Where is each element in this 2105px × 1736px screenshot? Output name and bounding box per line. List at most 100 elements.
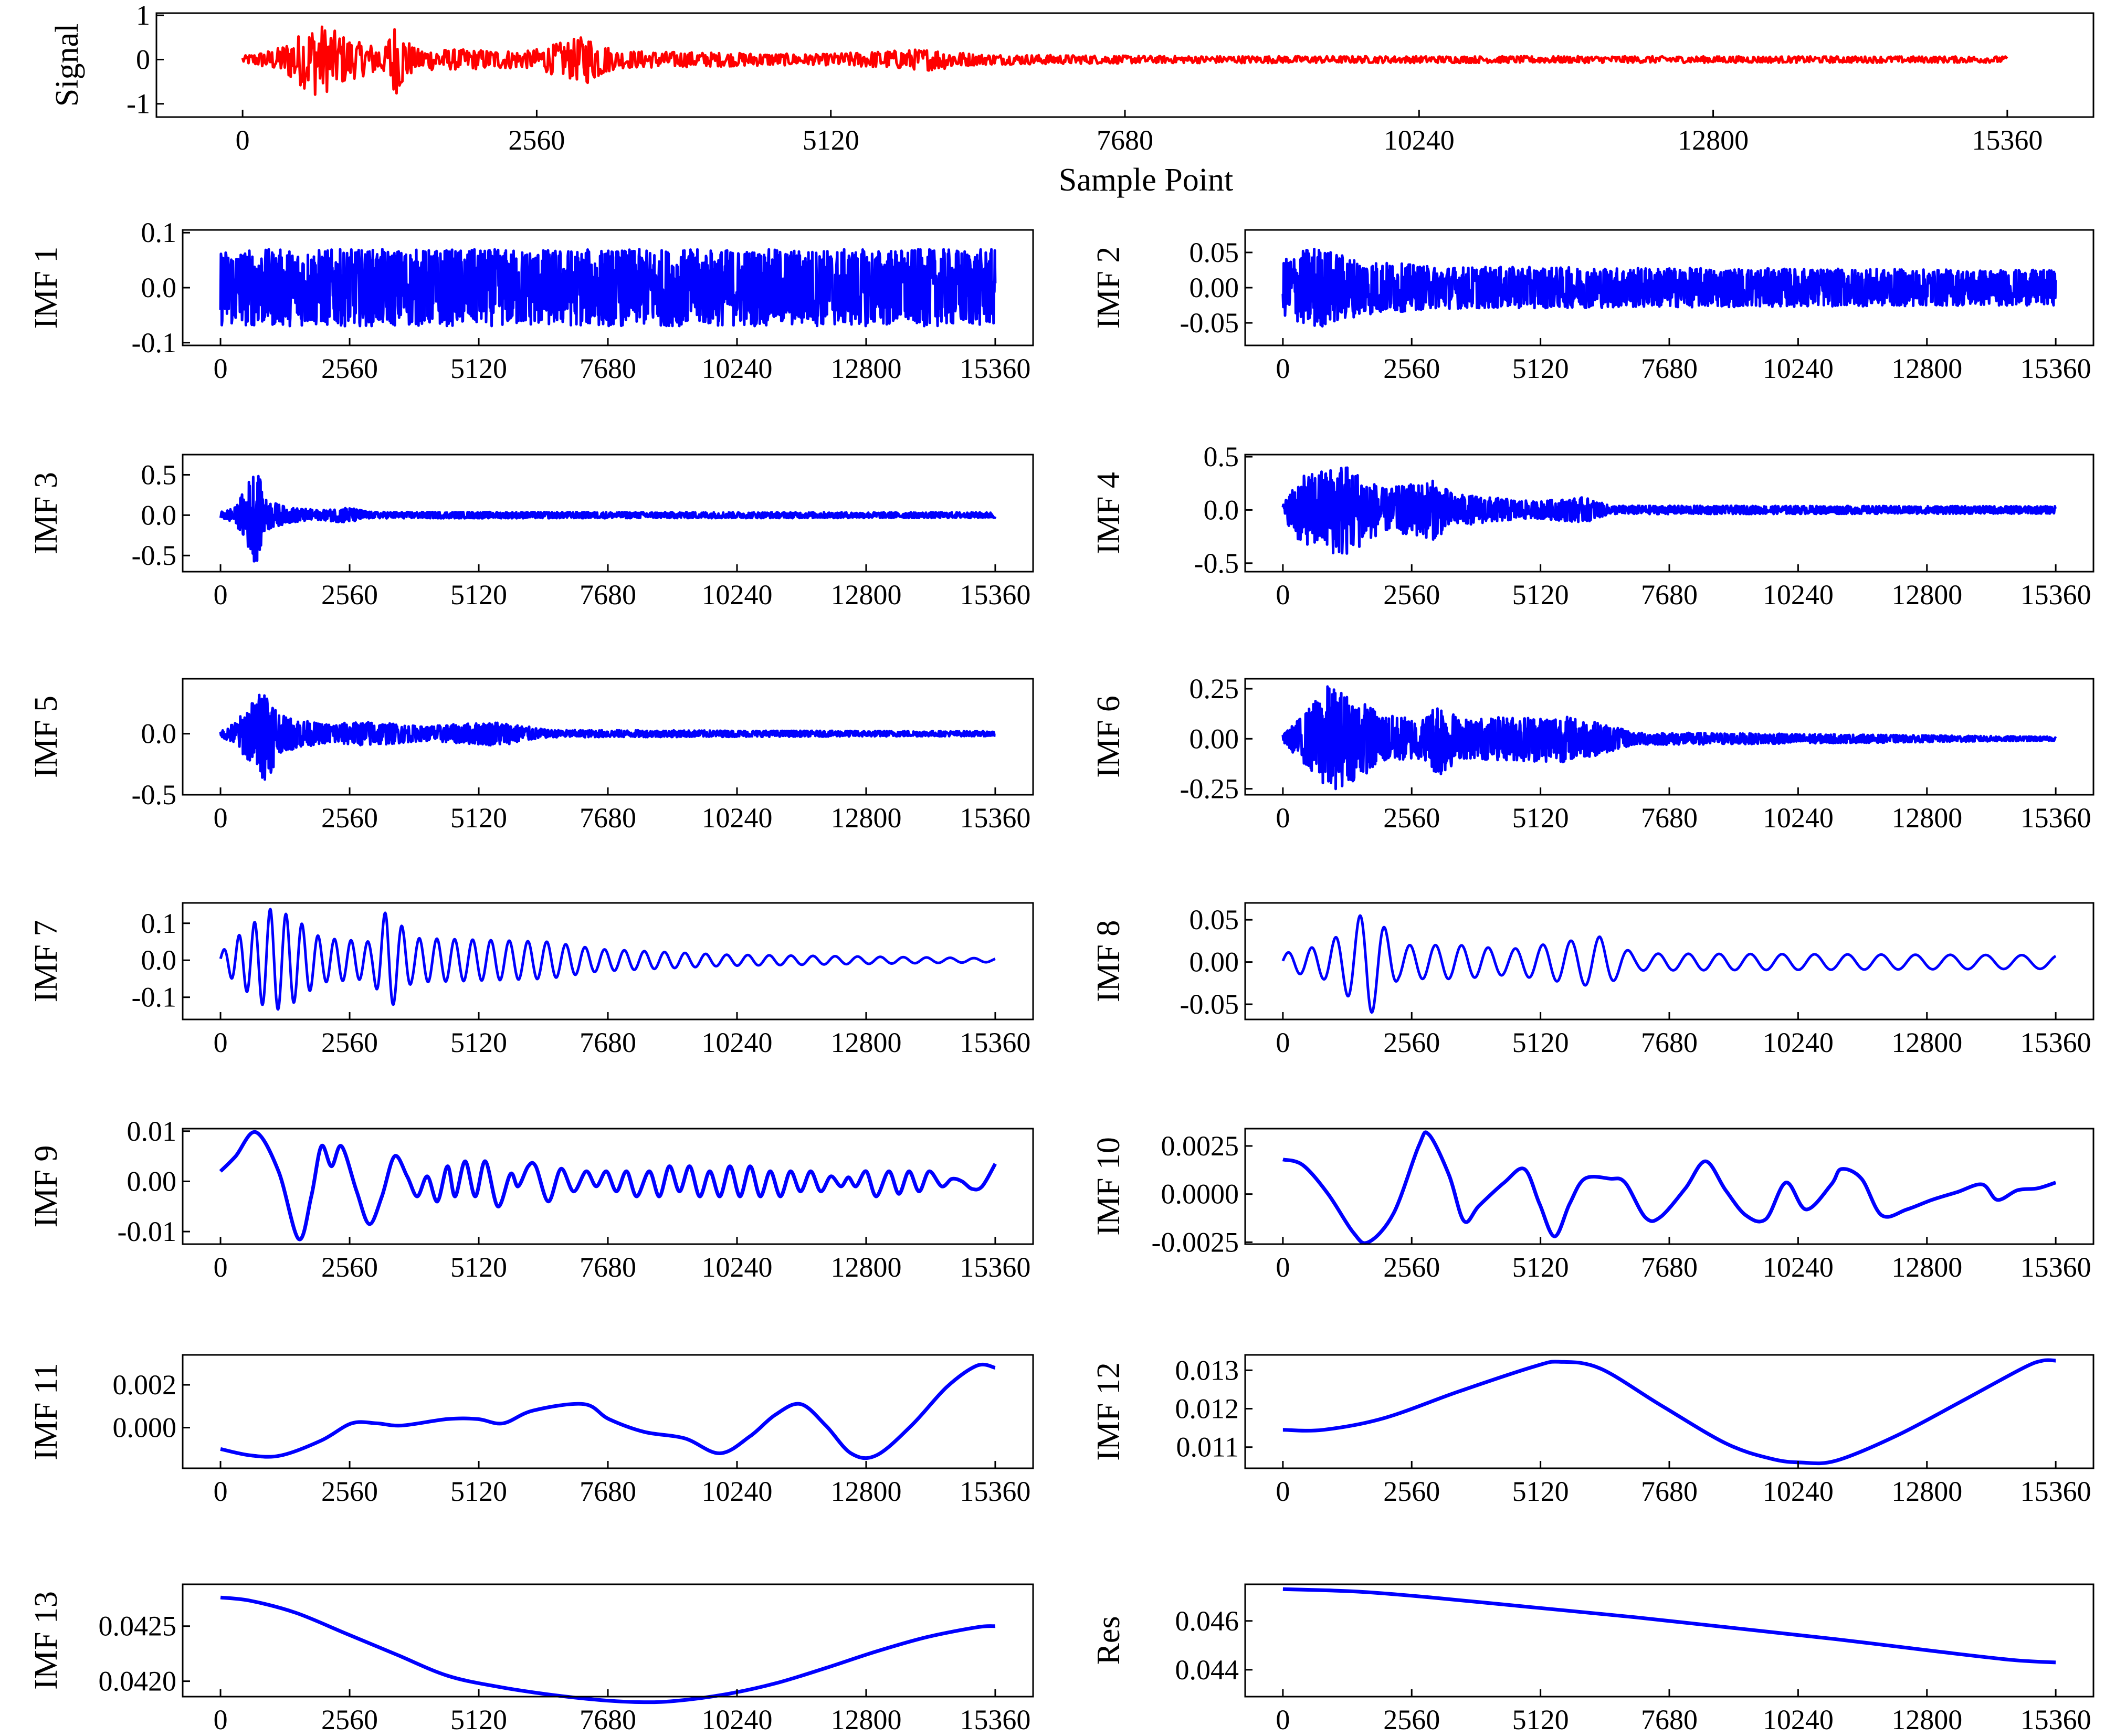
- imf4-xtick-label: 5120: [1512, 579, 1569, 611]
- imf13-xtick-label: 0: [214, 1704, 228, 1735]
- imf12-xtick-label: 0: [1276, 1476, 1290, 1507]
- imf11-ylabel: IMF 11: [28, 1363, 64, 1460]
- panel-imf3: 0 2560 5120 7680 10240 12800 15360 0.5 0.0 -0.5 IM…: [28, 454, 1034, 611]
- imf2-series-line: [1281, 247, 2057, 328]
- imf6-xtick-label: 7680: [1641, 802, 1698, 834]
- imf11-series-line: [220, 1362, 996, 1460]
- imf8-xtick-label: 10240: [1763, 1027, 1834, 1058]
- imf3-xtick-label: 5120: [450, 579, 507, 611]
- signal-xtick-label: 0: [236, 124, 250, 156]
- imf5-ytick-label: -0.5: [132, 779, 176, 811]
- imf10-xtick-label: 10240: [1763, 1251, 1834, 1283]
- signal-ytick-label: 0: [136, 44, 150, 75]
- imf9-xtick-label: 15360: [960, 1251, 1030, 1283]
- imf4-ytick-label: 0.0: [1204, 494, 1239, 525]
- panel-imf4: 0 2560 5120 7680 10240 12800 15360 0.5 0.0 -0.5 IM…: [1091, 441, 2095, 611]
- imf12-ylabel: IMF 12: [1091, 1362, 1127, 1461]
- imf13-xtick-label: 5120: [450, 1704, 507, 1735]
- imf11-xtick-label: 2560: [321, 1476, 378, 1507]
- imf12-xtick-label: 15360: [2020, 1476, 2091, 1507]
- signal-xtick-label: 5120: [803, 124, 859, 156]
- imf8-xtick-label: 2560: [1383, 1027, 1440, 1058]
- imf13-series-line: [220, 1595, 996, 1705]
- res-ytick-label: 0.046: [1175, 1605, 1239, 1637]
- imf7-xtick-label: 15360: [960, 1027, 1030, 1058]
- imf9-ytick-label: 0.01: [127, 1116, 177, 1147]
- imf10-ytick-label: 0.0025: [1161, 1130, 1239, 1162]
- imf5-xtick-label: 5120: [450, 802, 507, 834]
- imf13-xtick-label: 7680: [580, 1704, 636, 1735]
- imf5-xtick-label: 2560: [321, 802, 378, 834]
- res-ytick-label: 0.044: [1175, 1654, 1239, 1686]
- imf2-ylabel: IMF 2: [1091, 247, 1127, 329]
- imf6-xtick-label: 15360: [2020, 802, 2091, 834]
- imf4-xtick-label: 0: [1276, 579, 1290, 611]
- imf2-xtick-label: 5120: [1512, 353, 1569, 384]
- imf5-xtick-label: 12800: [830, 802, 901, 834]
- imf6-ytick-label: 0.25: [1190, 673, 1239, 704]
- imf7-series-line: [219, 908, 996, 1011]
- imf4-series-line: [1281, 466, 2057, 555]
- signal-xtick-label: 2560: [508, 124, 565, 156]
- imf10-ytick-label: 0.0000: [1161, 1179, 1239, 1210]
- imf7-ylabel: IMF 7: [28, 920, 64, 1003]
- imf2-xtick-label: 10240: [1763, 353, 1834, 384]
- imf12-xtick-label: 2560: [1383, 1476, 1440, 1507]
- imf6-series-line: [1281, 685, 2057, 791]
- res-xtick-label: 2560: [1383, 1704, 1440, 1735]
- imf8-ylabel: IMF 8: [1091, 920, 1127, 1003]
- signal-ytick-label: 1: [136, 0, 150, 31]
- imf6-xtick-label: 10240: [1763, 802, 1834, 834]
- imf1-ytick-label: 0.1: [141, 217, 177, 248]
- imf9-xtick-label: 10240: [701, 1251, 772, 1283]
- imf3-xtick-label: 12800: [830, 579, 901, 611]
- imf4-ytick-label: 0.5: [1204, 441, 1239, 472]
- imf1-ytick-label: 0.0: [141, 272, 177, 303]
- imf1-xtick-label: 7680: [580, 353, 636, 384]
- res-xtick-label: 5120: [1512, 1704, 1569, 1735]
- signal-xtick-label: 12800: [1678, 124, 1749, 156]
- imf13-xtick-label: 12800: [830, 1704, 901, 1735]
- imf9-xtick-label: 2560: [321, 1251, 378, 1283]
- imf9-ylabel: IMF 9: [28, 1145, 64, 1228]
- imf6-xtick-label: 0: [1276, 802, 1290, 834]
- signal-ytick-label: -1: [127, 88, 150, 120]
- imf11-xtick-label: 12800: [830, 1476, 901, 1507]
- imf2-ytick-label: 0.05: [1190, 237, 1239, 268]
- imf4-xtick-label: 7680: [1641, 579, 1698, 611]
- signal-xtick-label: 7680: [1097, 124, 1153, 156]
- imf1-ylabel: IMF 1: [28, 247, 64, 329]
- imf5-xtick-label: 0: [214, 802, 228, 834]
- imf13-ylabel: IMF 13: [28, 1591, 64, 1690]
- imf7-xtick-label: 2560: [321, 1027, 378, 1058]
- panel-imf11: 0 2560 5120 7680 10240 12800 15360 0.002 0.000 IM…: [28, 1354, 1034, 1507]
- imf12-ytick-label: 0.012: [1175, 1393, 1239, 1425]
- imf2-xtick-label: 2560: [1383, 353, 1440, 384]
- panel-signal: 0 2560 5120 7680 10240 12800 15360 1 0 -1 Signal Sa…: [49, 0, 2095, 198]
- imf9-ytick-label: 0.00: [127, 1165, 177, 1197]
- imf3-xtick-label: 10240: [701, 579, 772, 611]
- imf5-ytick-label: 0.0: [141, 718, 177, 750]
- imf4-ylabel: IMF 4: [1091, 472, 1127, 554]
- imf1-xtick-label: 12800: [830, 353, 901, 384]
- imf12-xtick-label: 10240: [1763, 1476, 1834, 1507]
- imf4-xtick-label: 10240: [1763, 579, 1834, 611]
- res-xtick-label: 15360: [2020, 1704, 2091, 1735]
- imf12-xtick-label: 5120: [1512, 1476, 1569, 1507]
- imf10-xtick-label: 2560: [1383, 1251, 1440, 1283]
- imf2-xtick-label: 0: [1276, 353, 1290, 384]
- imf11-ytick-label: 0.000: [113, 1412, 177, 1444]
- signal-xtick-label: 15360: [1972, 124, 2043, 156]
- imf12-ytick-label: 0.013: [1175, 1354, 1239, 1386]
- imf2-xtick-label: 7680: [1641, 353, 1698, 384]
- panel-imf13: 0 2560 5120 7680 10240 12800 15360 0.0425 0.0420…: [28, 1583, 1034, 1735]
- imf3-xtick-label: 0: [214, 579, 228, 611]
- imf8-xtick-label: 5120: [1512, 1027, 1569, 1058]
- res-xtick-label: 12800: [1891, 1704, 1962, 1735]
- imf12-xtick-label: 7680: [1641, 1476, 1698, 1507]
- imf8-ytick-label: 0.00: [1190, 946, 1239, 978]
- panel-imf7: 0 2560 5120 7680 10240 12800 15360 0.1 0.0 -0.1 IM…: [28, 902, 1034, 1058]
- imf3-ytick-label: -0.5: [132, 540, 176, 571]
- imf11-xtick-label: 10240: [701, 1476, 772, 1507]
- imf8-xtick-label: 15360: [2020, 1027, 2091, 1058]
